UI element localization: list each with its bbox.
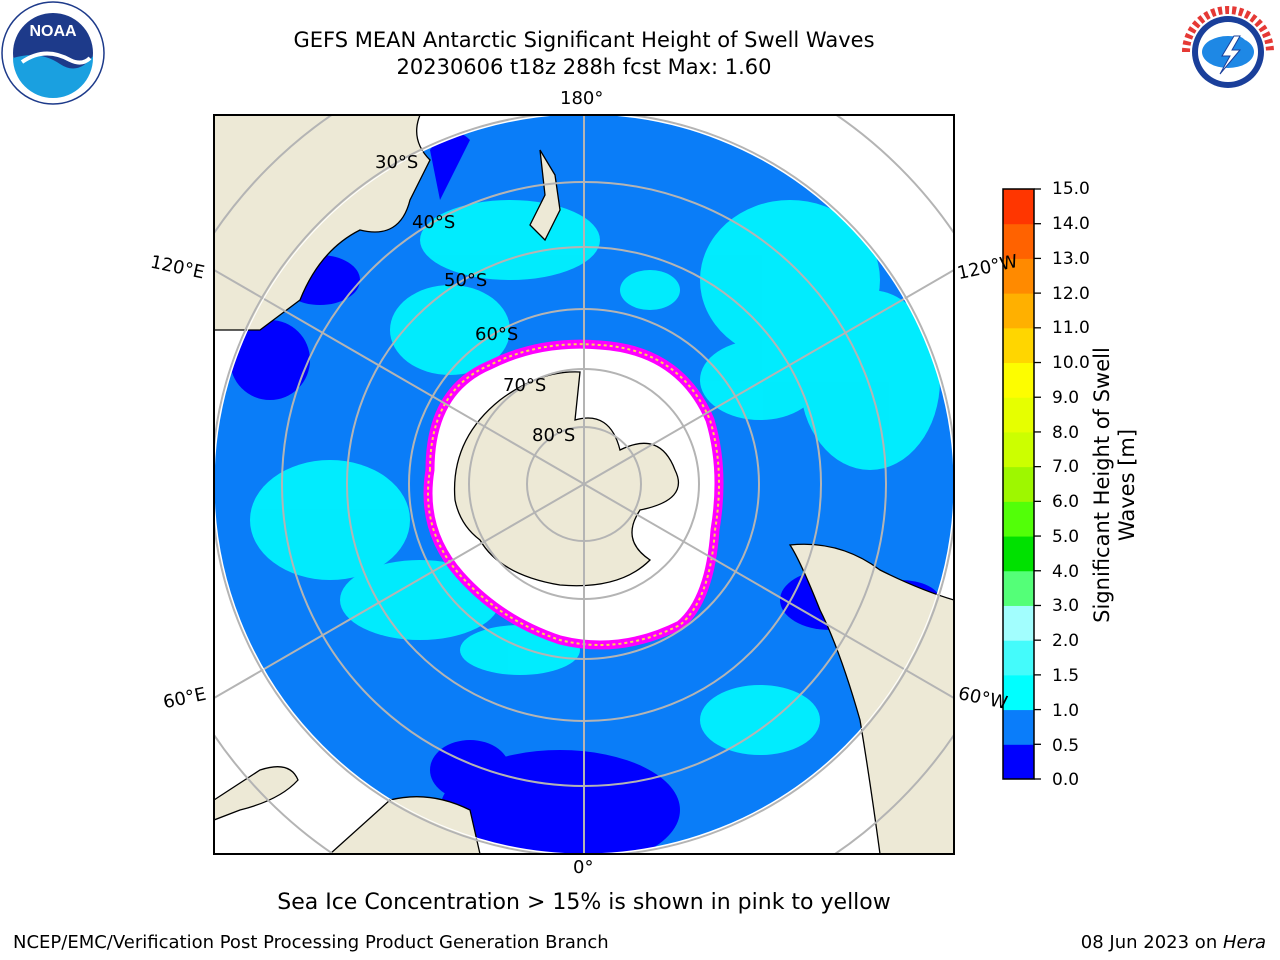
colorbar-tick-marks <box>1034 188 1041 780</box>
lat-label-70s: 70°S <box>503 375 547 396</box>
colorbar-tick-label: 11.0 <box>1052 318 1090 338</box>
colorbar-tick-label: 3.0 <box>1052 596 1080 616</box>
colorbar-tick-label: 13.0 <box>1052 249 1090 269</box>
colorbar-frame <box>1002 188 1035 780</box>
map-frame <box>213 114 955 855</box>
colorbar-tick-label: 6.0 <box>1052 492 1080 512</box>
colorbar-band <box>1003 536 1034 572</box>
colorbar-tick-label: 14.0 <box>1052 214 1090 234</box>
colorbar-band <box>1003 293 1034 329</box>
colorbar-tick-label: 1.0 <box>1052 701 1080 721</box>
nws-logo <box>1178 2 1278 102</box>
colorbar-band <box>1003 362 1034 398</box>
colorbar-tick-label: 15.0 <box>1052 179 1090 199</box>
chart-title: GEFS MEAN Antarctic Significant Height o… <box>293 28 875 52</box>
colorbar-tick-label: 2.0 <box>1052 631 1080 651</box>
colorbar-band <box>1003 327 1034 364</box>
new-zealand-land <box>529 149 561 242</box>
colorbar-band <box>1003 223 1034 259</box>
colorbar-band <box>1003 397 1034 433</box>
colorbar-tick-label: 4.0 <box>1052 562 1080 582</box>
graticule <box>214 115 954 854</box>
noaa-logo: NOAA <box>1 1 105 105</box>
colorbar-band <box>1003 605 1034 641</box>
colorbar-tick-label: 9.0 <box>1052 388 1080 408</box>
colorbar <box>1003 189 1034 780</box>
madagascar-land <box>214 766 299 821</box>
credit-date: 08 Jun 2023 on <box>1080 932 1223 953</box>
colorbar-title: Significant Height of Swell Waves [m] <box>1090 347 1139 623</box>
chart-subtitle: 20230606 t18z 288h fcst Max: 1.60 <box>396 55 772 79</box>
colorbar-band <box>1003 258 1034 294</box>
sea-ice-note: Sea Ice Concentration > 15% is shown in … <box>277 890 891 915</box>
colorbar-tick-label: 0.0 <box>1052 770 1080 790</box>
lat-label-50s: 50°S <box>444 270 488 291</box>
colorbar-band <box>1003 640 1034 676</box>
colorbar-band <box>1003 570 1034 606</box>
lat-label-80s: 80°S <box>532 425 576 446</box>
colorbar-band <box>1003 466 1034 502</box>
lon-label-180: 180° <box>560 88 604 109</box>
colorbar-tick-label: 8.0 <box>1052 423 1080 443</box>
colorbar-tick-label: 0.5 <box>1052 736 1080 756</box>
credit-machine: Hera <box>1222 932 1266 953</box>
lat-label-30s: 30°S <box>375 152 419 173</box>
colorbar-tick-label: 10.0 <box>1052 353 1090 373</box>
colorbar-band <box>1003 709 1034 745</box>
colorbar-band <box>1003 744 1034 780</box>
colorbar-band <box>1003 674 1034 711</box>
svg-text:NOAA: NOAA <box>29 23 77 40</box>
colorbar-band <box>1003 501 1034 537</box>
lat-label-60s: 60°S <box>475 324 519 345</box>
credit-right: 08 Jun 2023 on Hera <box>1081 932 1266 953</box>
lat-label-40s: 40°S <box>412 212 456 233</box>
lon-label-0: 0° <box>573 857 594 878</box>
colorbar-tick-label: 12.0 <box>1052 284 1090 304</box>
colorbar-tick-label: 1.5 <box>1052 666 1080 686</box>
colorbar-tick-label: 7.0 <box>1052 457 1080 477</box>
credit-left: NCEP/EMC/Verification Post Processing Pr… <box>13 932 609 953</box>
colorbar-band <box>1003 189 1034 225</box>
colorbar-band <box>1003 431 1034 468</box>
colorbar-tick-label: 5.0 <box>1052 527 1080 547</box>
